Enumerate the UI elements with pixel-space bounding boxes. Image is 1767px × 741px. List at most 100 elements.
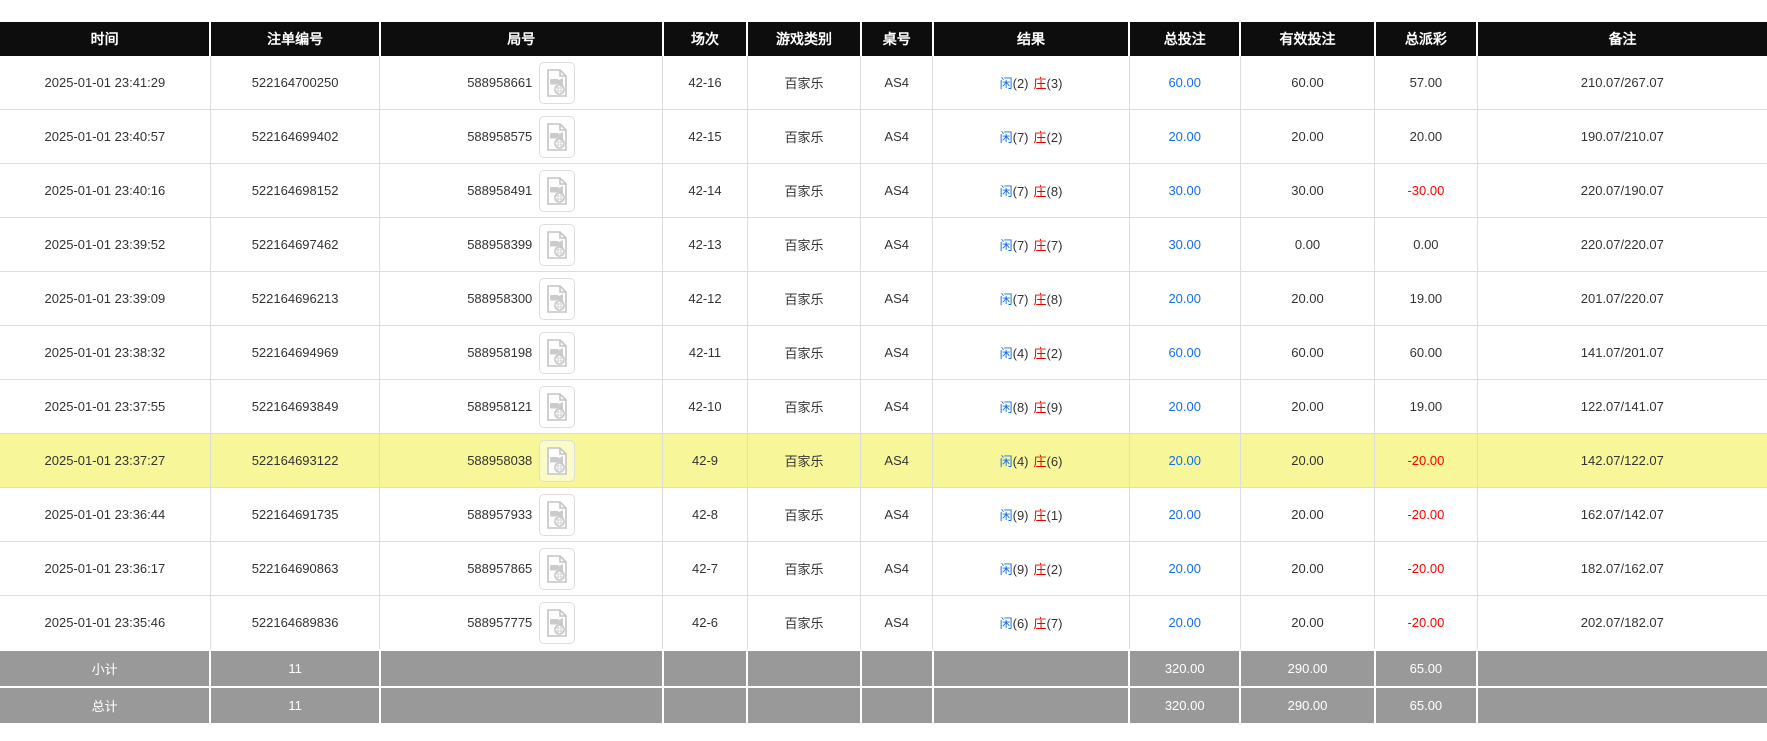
cell-result: 闲(2) 庄(3) — [932, 56, 1130, 110]
cell-total-bet: 20.00 — [1129, 379, 1241, 434]
cell-session: 42-12 — [662, 271, 748, 326]
round-number: 588958038 — [467, 453, 533, 468]
cell-session: 42-14 — [662, 163, 748, 218]
video-icon — [547, 500, 568, 529]
cell-bet-id: 522164693122 — [210, 433, 381, 488]
result-player-label: 闲 — [999, 76, 1013, 91]
cell-game-type: 百家乐 — [747, 271, 862, 326]
result-player-score: (8) — [1012, 400, 1029, 415]
result-player-label: 闲 — [999, 454, 1013, 469]
result-player-label: 闲 — [999, 238, 1013, 253]
cell-round: 588957775 — [379, 595, 664, 651]
col-header-valid-bet: 有效投注 — [1240, 22, 1376, 56]
video-replay-button[interactable] — [539, 331, 576, 374]
cell-result: 闲(9) 庄(1) — [932, 487, 1130, 542]
cell-valid-bet: 20.00 — [1240, 271, 1376, 326]
col-header-session: 场次 — [662, 22, 749, 56]
cell-game-type: 百家乐 — [747, 379, 862, 434]
result-banker-score: (7) — [1046, 616, 1063, 631]
cell-total-bet: 60.00 — [1129, 56, 1241, 110]
video-replay-button[interactable] — [539, 385, 576, 428]
video-replay-button[interactable] — [539, 601, 576, 644]
cell-table-no: AS4 — [860, 163, 934, 218]
cell-total-bet: 20.00 — [1129, 487, 1241, 542]
video-replay-button[interactable] — [539, 115, 576, 158]
grand-total-empty-result — [932, 687, 1131, 725]
result-player-label: 闲 — [999, 130, 1013, 145]
result-banker-score: (6) — [1046, 454, 1063, 469]
video-icon — [547, 608, 568, 637]
cell-round: 588958399 — [379, 217, 664, 272]
cell-table-no: AS4 — [860, 56, 934, 110]
round-number: 588957775 — [467, 615, 533, 630]
col-header-game-type: 游戏类别 — [747, 22, 862, 56]
video-replay-button[interactable] — [539, 277, 576, 320]
cell-bet-id: 522164696213 — [210, 271, 381, 326]
cell-bet-id: 522164689836 — [210, 595, 381, 651]
cell-total-bet: 60.00 — [1129, 325, 1241, 380]
round-number: 588958198 — [467, 345, 533, 360]
subtotal-valid-bet: 290.00 — [1240, 649, 1376, 688]
cell-session: 42-15 — [662, 109, 748, 164]
cell-bet-id: 522164694969 — [210, 325, 381, 380]
result-banker-score: (7) — [1046, 238, 1063, 253]
cell-table-no: AS4 — [860, 271, 934, 326]
video-replay-button[interactable] — [539, 61, 576, 104]
cell-valid-bet: 20.00 — [1240, 109, 1376, 164]
cell-round: 588957933 — [379, 487, 664, 542]
col-header-bet-id: 注单编号 — [210, 22, 381, 56]
subtotal-row: 小计 11 320.00 290.00 65.00 — [0, 649, 1767, 688]
cell-payout: -20.00 — [1374, 541, 1478, 596]
result-banker-score: (2) — [1046, 346, 1063, 361]
table-header: 时间 注单编号 局号 场次 游戏类别 桌号 结果 总投注 有效投注 总派彩 备注 — [0, 22, 1767, 56]
cell-bet-id: 522164690863 — [210, 541, 381, 596]
cell-valid-bet: 20.00 — [1240, 433, 1376, 488]
grand-total-payout: 65.00 — [1374, 687, 1479, 725]
cell-remark: 210.07/267.07 — [1477, 56, 1767, 110]
grand-total-empty-round — [379, 687, 664, 725]
result-player-label: 闲 — [999, 562, 1013, 577]
video-icon — [547, 554, 568, 583]
cell-time: 2025-01-01 23:36:17 — [0, 541, 211, 596]
cell-round: 588957865 — [379, 541, 664, 596]
cell-remark: 142.07/122.07 — [1477, 433, 1767, 488]
cell-table-no: AS4 — [860, 109, 934, 164]
cell-game-type: 百家乐 — [747, 217, 862, 272]
cell-result: 闲(6) 庄(7) — [932, 595, 1130, 651]
cell-total-bet: 20.00 — [1129, 595, 1241, 651]
cell-session: 42-10 — [662, 379, 748, 434]
cell-payout: 57.00 — [1374, 56, 1478, 110]
cell-bet-id: 522164699402 — [210, 109, 381, 164]
result-player-score: (4) — [1012, 454, 1029, 469]
cell-table-no: AS4 — [860, 325, 934, 380]
cell-valid-bet: 0.00 — [1240, 217, 1376, 272]
result-banker-score: (1) — [1046, 508, 1063, 523]
cell-result: 闲(7) 庄(8) — [932, 271, 1130, 326]
result-player-score: (7) — [1012, 184, 1029, 199]
cell-total-bet: 30.00 — [1129, 163, 1241, 218]
table-footer: 小计 11 320.00 290.00 65.00 总计 11 — [0, 649, 1767, 725]
table-body: 2025-01-01 23:41:29 522164700250 5889586… — [0, 56, 1767, 651]
cell-bet-id: 522164693849 — [210, 379, 381, 434]
video-replay-button[interactable] — [539, 547, 576, 590]
video-replay-button[interactable] — [539, 493, 576, 536]
result-player-label: 闲 — [999, 184, 1013, 199]
video-replay-button[interactable] — [539, 439, 576, 482]
cell-remark: 141.07/201.07 — [1477, 325, 1767, 380]
subtotal-empty-result — [932, 649, 1131, 688]
cell-time: 2025-01-01 23:40:57 — [0, 109, 211, 164]
subtotal-empty-game-type — [747, 649, 862, 688]
cell-result: 闲(7) 庄(7) — [932, 217, 1130, 272]
subtotal-count: 11 — [210, 649, 381, 688]
cell-payout: 19.00 — [1374, 379, 1478, 434]
round-number: 588957865 — [467, 561, 533, 576]
grand-total-label: 总计 — [0, 687, 212, 725]
cell-total-bet: 20.00 — [1129, 271, 1241, 326]
col-header-remark: 备注 — [1477, 22, 1767, 56]
result-player-score: (7) — [1012, 130, 1029, 145]
video-replay-button[interactable] — [539, 223, 576, 266]
table-row: 2025-01-01 23:37:55 522164693849 5889581… — [0, 379, 1767, 434]
cell-remark: 122.07/141.07 — [1477, 379, 1767, 434]
result-banker-score: (2) — [1046, 130, 1063, 145]
video-replay-button[interactable] — [539, 169, 576, 212]
